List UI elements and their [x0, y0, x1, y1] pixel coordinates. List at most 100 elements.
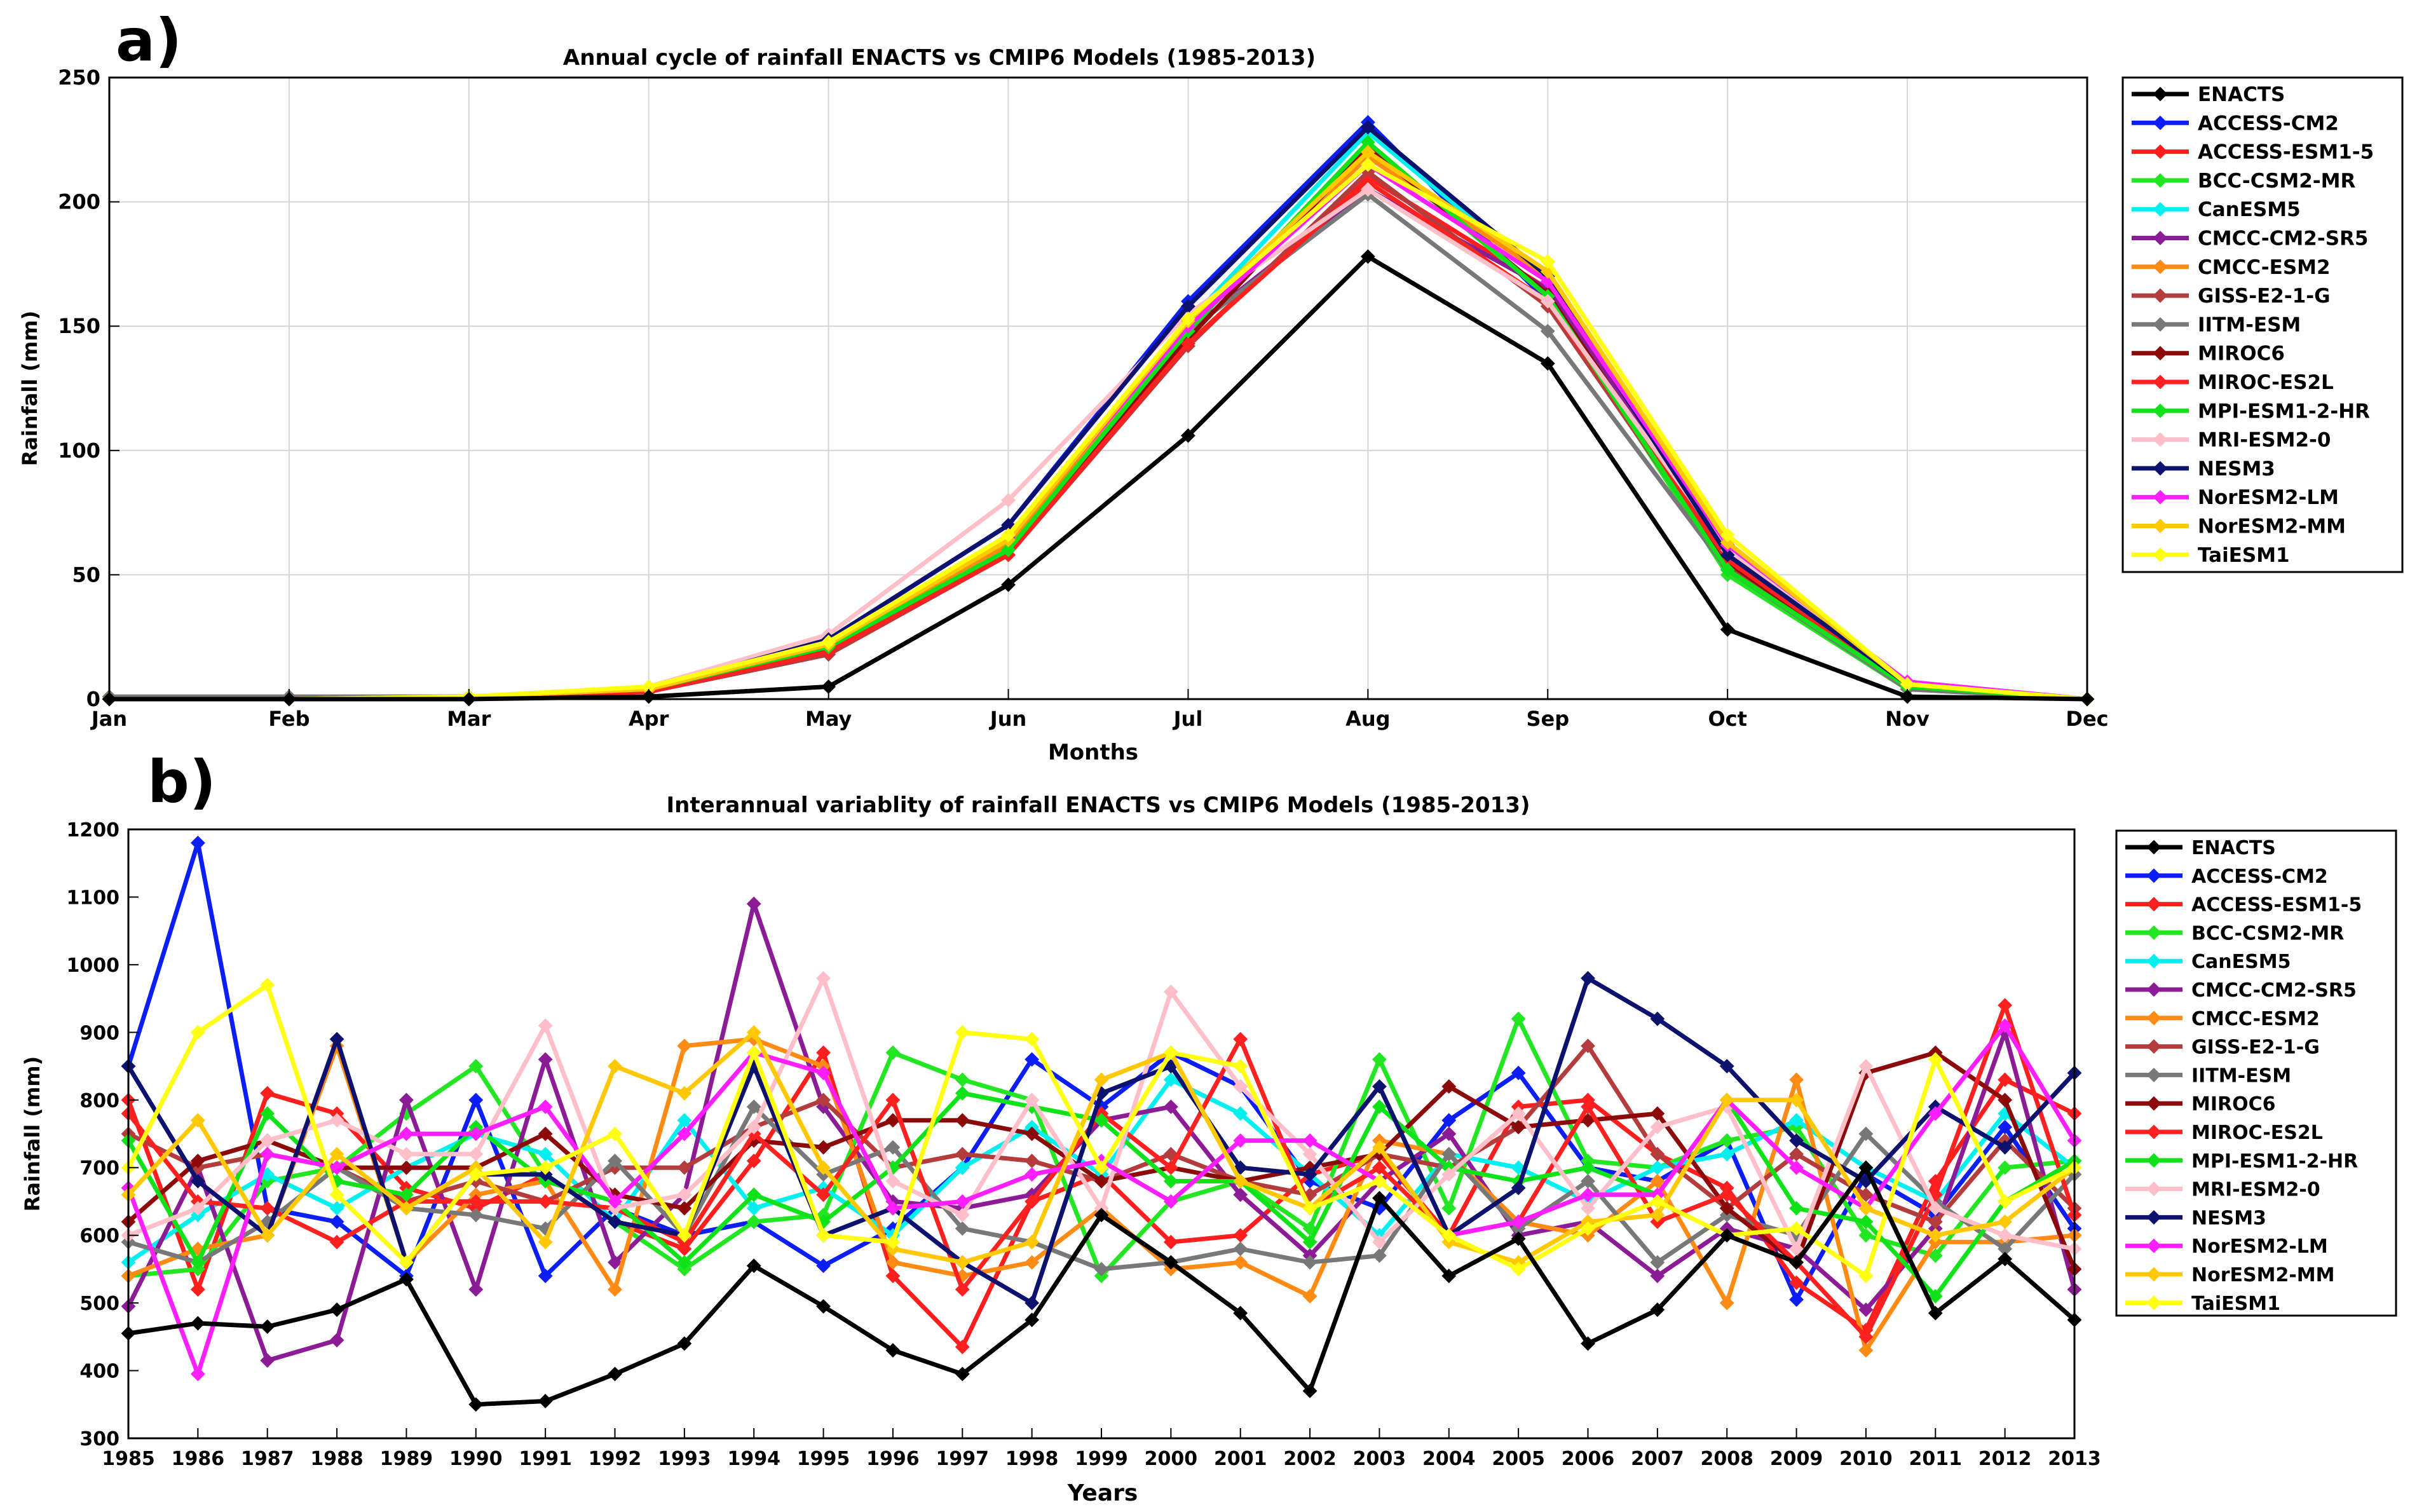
data-point	[1181, 311, 1195, 326]
data-point	[821, 634, 836, 650]
data-point	[329, 1333, 344, 1348]
data-point	[1511, 1119, 1526, 1134]
x-tick-label: 2007	[1631, 1448, 1684, 1470]
legend-swatch-marker	[2146, 840, 2162, 855]
data-point	[1928, 1289, 1943, 1304]
data-point	[608, 1282, 622, 1297]
data-point	[746, 1025, 761, 1040]
legend-entry: MIROC6	[2191, 1093, 2276, 1115]
data-point	[1789, 1292, 1804, 1307]
data-point	[538, 1126, 553, 1141]
data-point	[885, 1113, 901, 1128]
legend-entry: ENACTS	[2198, 83, 2285, 106]
data-point	[1025, 1093, 1040, 1108]
data-point	[1372, 1234, 1387, 1250]
data-point	[1372, 1079, 1387, 1094]
data-point	[468, 1282, 484, 1297]
data-point	[1233, 1187, 1248, 1202]
data-point	[1719, 1093, 1734, 1108]
y-tick-label: 400	[79, 1361, 119, 1383]
data-point	[1650, 1194, 1665, 1209]
data-point	[1720, 528, 1735, 543]
data-point	[1094, 1072, 1109, 1087]
legend-swatch-marker	[2153, 461, 2168, 476]
data-point	[1858, 1302, 1874, 1318]
legend-entry: GISS-E2-1-G	[2198, 285, 2331, 308]
data-point	[1650, 1255, 1665, 1270]
data-point	[1163, 1234, 1178, 1250]
data-point	[260, 1228, 275, 1243]
data-point	[1001, 528, 1016, 543]
series-IITM-ESM	[121, 1100, 2082, 1277]
legend-swatch-marker	[2146, 982, 2162, 997]
data-point	[1928, 1201, 1943, 1216]
data-point	[1789, 1113, 1804, 1128]
legend-entry: NorESM2-LM	[2198, 486, 2339, 509]
data-point	[955, 1221, 970, 1236]
data-point	[608, 1214, 622, 1229]
data-point	[1302, 1255, 1318, 1270]
data-point	[468, 1093, 484, 1108]
data-point	[955, 1086, 970, 1101]
legend-swatch-marker	[2146, 1182, 2162, 1197]
data-point	[1719, 1187, 1734, 1202]
data-point	[1928, 1305, 1943, 1321]
data-point	[885, 1269, 901, 1283]
data-point	[1789, 1221, 1804, 1236]
x-tick-label: Aug	[1345, 707, 1390, 731]
y-tick-label: 50	[72, 562, 100, 587]
data-point	[1511, 1180, 1526, 1195]
legend-swatch-marker	[2146, 1238, 2162, 1253]
legend-swatch-marker	[2146, 953, 2162, 969]
data-point	[260, 1201, 275, 1216]
legend-swatch-marker	[2153, 259, 2168, 275]
data-point	[1094, 1160, 1109, 1175]
x-tick-label: 1993	[658, 1448, 711, 1470]
data-point	[955, 1025, 970, 1040]
x-tick-label: Mar	[447, 707, 491, 731]
legend-entry: MRI-ESM2-0	[2191, 1179, 2320, 1201]
x-tick-label: 2002	[1283, 1448, 1337, 1470]
data-point	[329, 1302, 344, 1318]
legend-swatch-marker	[2146, 1124, 2162, 1140]
x-tick-label: Jul	[1173, 707, 1203, 731]
legend-swatch-marker	[2146, 1011, 2162, 1026]
data-point	[1302, 1234, 1318, 1250]
data-point	[955, 1282, 970, 1297]
data-point	[1581, 1336, 1595, 1351]
data-point	[1998, 1018, 2013, 1033]
y-tick-label: 500	[79, 1293, 119, 1315]
legend-entry: NorESM2-LM	[2191, 1236, 2328, 1258]
data-point	[399, 1160, 414, 1175]
data-point	[1858, 1343, 1874, 1358]
legend-swatch-marker	[2153, 346, 2168, 361]
data-point	[468, 1059, 484, 1073]
x-tick-label: 1999	[1075, 1448, 1128, 1470]
x-tick-label: 1986	[172, 1448, 225, 1470]
data-point	[1441, 1167, 1457, 1182]
data-point	[816, 1299, 831, 1314]
panel-a-title: Annual cycle of rainfall ENACTS vs CMIP6…	[563, 45, 1316, 71]
panel-a-axes-box	[108, 76, 2088, 700]
data-point	[1360, 119, 1375, 135]
x-tick-label: 1992	[589, 1448, 642, 1470]
data-point	[677, 1187, 692, 1202]
data-point	[1372, 1248, 1387, 1263]
data-point	[1540, 294, 1555, 309]
data-point	[1581, 1160, 1595, 1175]
data-point	[1789, 1275, 1804, 1290]
panel-a-xlabel: Months	[1048, 740, 1138, 765]
data-point	[1163, 1255, 1178, 1270]
data-point	[1720, 562, 1735, 577]
data-point	[1094, 1113, 1109, 1128]
data-point	[1094, 1208, 1109, 1223]
data-point	[677, 1228, 692, 1243]
data-point	[1719, 1228, 1734, 1243]
x-tick-label: 2004	[1422, 1448, 1476, 1470]
x-tick-label: 2009	[1770, 1448, 1823, 1470]
y-tick-label: 200	[58, 190, 100, 214]
x-tick-label: 2001	[1214, 1448, 1267, 1470]
x-tick-label: 1994	[727, 1448, 780, 1470]
x-tick-label: Jan	[90, 707, 127, 731]
legend-swatch-marker	[2146, 1209, 2162, 1225]
